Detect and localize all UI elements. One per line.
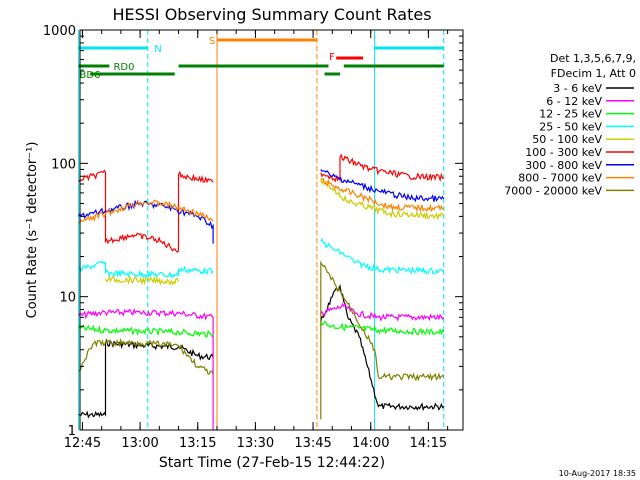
flag-label-rd0: RD0 <box>113 62 134 73</box>
legend-label-800-7000-kev: 800 - 7000 keV <box>518 172 602 185</box>
flag-label-bd6: BD6 <box>80 70 101 81</box>
series-line-50-100-kev-1 <box>320 178 445 221</box>
x-tick-label-14:00: 14:00 <box>352 436 389 451</box>
x-tick-label-14:15: 14:15 <box>410 436 447 451</box>
x-axis-label: Start Time (27-Feb-15 12:44:22) <box>159 455 385 471</box>
x-tick-label-12:45: 12:45 <box>64 436 101 451</box>
y-tick-label-10: 10 <box>59 291 76 306</box>
legend-label-25-50-kev: 25 - 50 keV <box>539 120 602 133</box>
legend-label-6-12-kev: 6 - 12 keV <box>546 95 602 108</box>
x-tick-label-13:15: 13:15 <box>179 436 216 451</box>
x-tick-label-13:30: 13:30 <box>237 436 274 451</box>
series-line-12-25-kev-1 <box>320 320 445 336</box>
flag-label-n: N <box>154 44 161 55</box>
y-tick-label-100: 100 <box>51 157 76 172</box>
series-line-25-50-kev-0 <box>78 261 214 279</box>
legend-label-12-25-kev: 12 - 25 keV <box>539 108 602 121</box>
legend-header-line-2: FDecim 1, Att 0 <box>551 67 636 80</box>
series-line-800-7000-kev-1 <box>320 178 445 213</box>
legend-label-50-100-kev: 50 - 100 keV <box>532 133 602 146</box>
plot-content: N S F RD0 BD6 <box>78 30 445 430</box>
legend: Det 1,3,5,6,7,9, FDecim 1, Att 0 3 - 6 k… <box>504 52 636 197</box>
series-line-7000-20000-kev-0 <box>78 338 214 375</box>
y-tick-label-1: 1 <box>68 424 76 439</box>
series-line-7000-20000-kev-1 <box>320 260 445 420</box>
footer-timestamp: 10-Aug-2017 18:35 <box>559 469 636 478</box>
series-line-12-25-kev-0 <box>78 324 214 338</box>
series-line-25-50-kev-1 <box>320 237 445 275</box>
flag-label-s: S <box>209 36 215 47</box>
series-line-300-800-kev-1 <box>320 169 445 203</box>
y-tick-label-1000: 1000 <box>43 24 76 39</box>
series-line-100-300-kev-1 <box>320 153 445 183</box>
legend-label-100-300-kev: 100 - 300 keV <box>525 146 602 159</box>
legend-label-7000-20000-kev: 7000 - 20000 keV <box>504 184 602 197</box>
series-line-800-7000-kev-0 <box>78 199 214 224</box>
x-tick-label-13:00: 13:00 <box>121 436 158 451</box>
y-axis-label: Count Rate (s⁻¹ detector⁻¹) <box>25 142 40 319</box>
series-line-6-12-kev-1 <box>320 302 445 322</box>
chart-title: HESSI Observing Summary Count Rates <box>112 5 431 24</box>
flag-label-f: F <box>329 52 335 63</box>
series-line-6-12-kev-0 <box>78 307 214 430</box>
legend-header-line-1: Det 1,3,5,6,7,9, <box>550 52 636 65</box>
plot-frame <box>79 29 464 431</box>
series-line-50-100-kev-0 <box>104 275 180 286</box>
series-line-100-300-kev-0 <box>78 169 214 253</box>
x-tick-label-13:45: 13:45 <box>294 436 331 451</box>
axes: 1 10 100 1000 12:45 13:00 13:15 13:30 13:45 14:00… <box>43 24 463 451</box>
legend-label-3-6-kev: 3 - 6 keV <box>553 82 602 95</box>
legend-label-300-800-kev: 300 - 800 keV <box>525 159 602 172</box>
